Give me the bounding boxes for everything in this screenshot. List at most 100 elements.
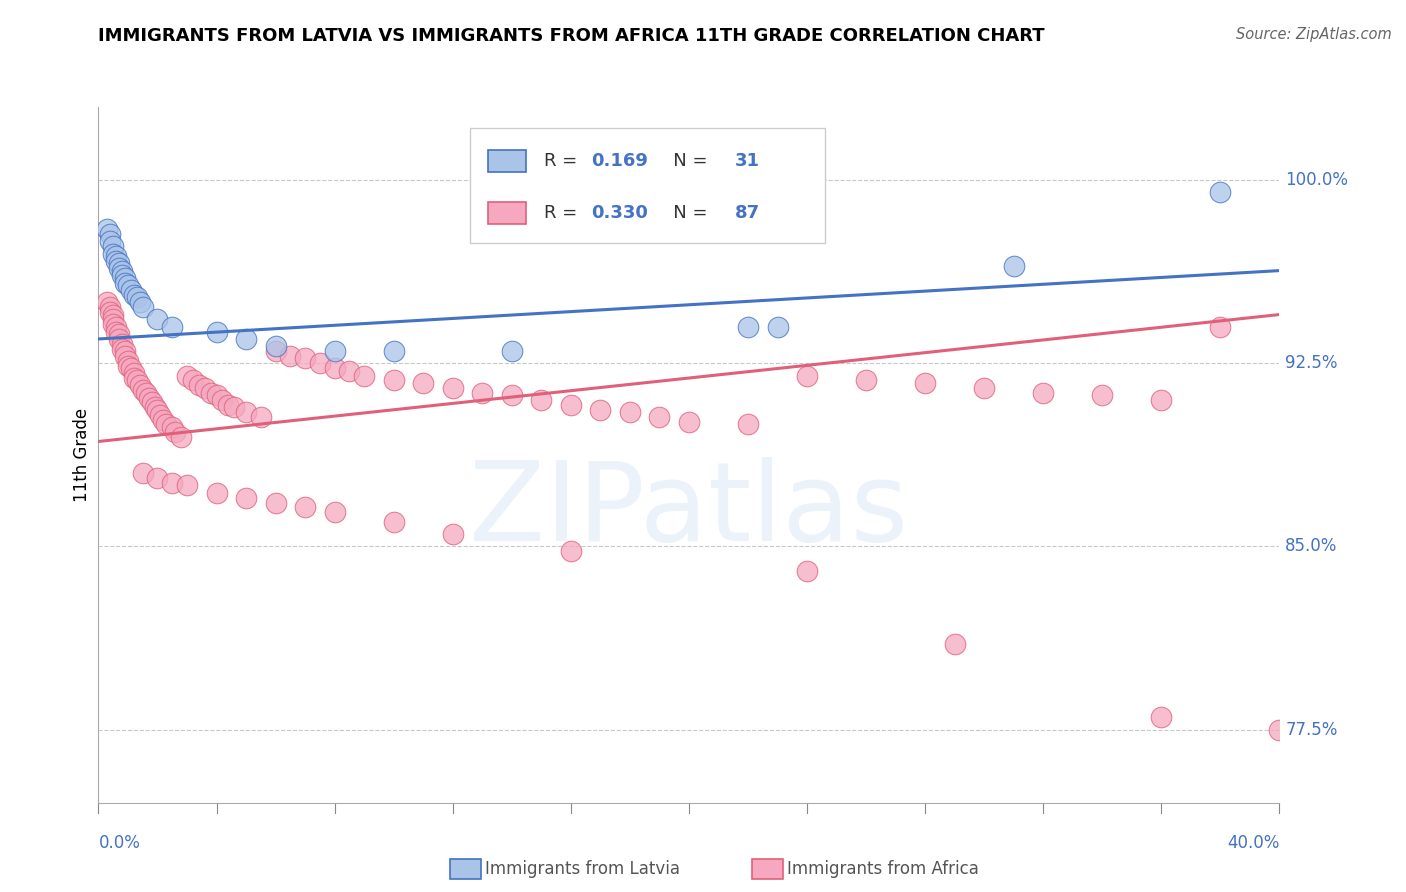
Text: 40.0%: 40.0% (1227, 834, 1279, 852)
Point (250, 410, 273, 425)
Text: IMMIGRANTS FROM LATVIA VS IMMIGRANTS FROM AFRICA 11TH GRADE CORRELATION CHART: IMMIGRANTS FROM LATVIA VS IMMIGRANTS FRO… (98, 27, 1045, 45)
Point (235, 332, 257, 346)
Point (108, 332, 131, 346)
Point (337, 364, 360, 378)
Point (98, 235, 121, 249)
Point (143, 401, 166, 415)
Point (111, 342, 134, 356)
Point (125, 374, 148, 388)
Point (323, 344, 346, 359)
Point (176, 368, 198, 383)
Point (294, 500, 316, 515)
Point (114, 349, 136, 363)
Point (353, 368, 375, 383)
Point (294, 351, 316, 366)
Point (205, 485, 228, 500)
Point (264, 495, 287, 509)
Point (146, 471, 169, 485)
Point (117, 354, 139, 368)
Point (678, 415, 700, 429)
Point (205, 325, 228, 339)
Point (943, 637, 966, 651)
Point (152, 412, 174, 426)
Point (205, 388, 228, 402)
Point (441, 527, 464, 541)
Text: 0.330: 0.330 (591, 203, 648, 222)
Point (530, 392, 553, 407)
Point (323, 505, 346, 519)
Point (264, 339, 287, 353)
Point (1209, 186, 1232, 200)
Point (122, 371, 145, 385)
Point (235, 491, 257, 505)
FancyBboxPatch shape (488, 202, 526, 224)
Point (560, 544, 582, 558)
Point (382, 374, 405, 388)
Point (122, 288, 145, 302)
Point (114, 276, 136, 290)
Point (120, 283, 142, 297)
Text: ZIPatlas: ZIPatlas (470, 457, 908, 564)
Point (914, 376, 936, 390)
Point (176, 478, 198, 492)
Point (105, 253, 128, 268)
Point (471, 385, 494, 400)
Point (441, 381, 464, 395)
Point (122, 366, 145, 380)
Point (108, 327, 131, 342)
Point (323, 361, 346, 376)
Point (120, 361, 142, 376)
Point (155, 417, 177, 432)
FancyBboxPatch shape (488, 150, 526, 172)
Point (181, 374, 204, 388)
FancyBboxPatch shape (471, 128, 825, 243)
Point (108, 256, 131, 270)
Point (382, 515, 405, 529)
Point (111, 263, 134, 277)
Point (114, 344, 136, 359)
Point (1209, 319, 1232, 334)
Point (264, 344, 287, 359)
Point (146, 402, 169, 417)
Point (96, 222, 118, 236)
Point (162, 420, 183, 434)
Point (162, 475, 183, 490)
Point (382, 344, 405, 359)
Point (187, 378, 209, 392)
Point (125, 290, 148, 304)
Point (211, 392, 233, 407)
Point (619, 405, 641, 419)
Point (170, 429, 193, 443)
Point (648, 410, 671, 425)
Point (111, 268, 134, 283)
Text: R =: R = (544, 153, 582, 170)
Point (98, 305, 121, 319)
Text: Immigrants from Latvia: Immigrants from Latvia (485, 860, 681, 878)
Text: 0.0%: 0.0% (98, 834, 141, 852)
Point (1150, 710, 1173, 724)
Point (117, 278, 139, 293)
Point (217, 398, 239, 412)
Point (96, 295, 118, 310)
Text: 77.5%: 77.5% (1285, 721, 1337, 739)
Point (162, 319, 183, 334)
Text: 85.0%: 85.0% (1285, 538, 1337, 556)
Text: 0.169: 0.169 (591, 153, 648, 170)
Point (589, 402, 612, 417)
Point (194, 381, 217, 395)
Point (105, 325, 128, 339)
Text: 87: 87 (735, 203, 761, 222)
Point (108, 261, 131, 276)
Point (1002, 259, 1025, 273)
Y-axis label: 11th Grade: 11th Grade (73, 408, 91, 502)
Point (235, 405, 257, 419)
Point (105, 319, 128, 334)
Text: N =: N = (655, 203, 713, 222)
Point (796, 564, 818, 578)
Point (224, 401, 246, 415)
Point (1032, 385, 1054, 400)
Text: N =: N = (655, 153, 713, 170)
Point (103, 308, 125, 322)
Point (165, 425, 187, 439)
Point (132, 300, 155, 314)
